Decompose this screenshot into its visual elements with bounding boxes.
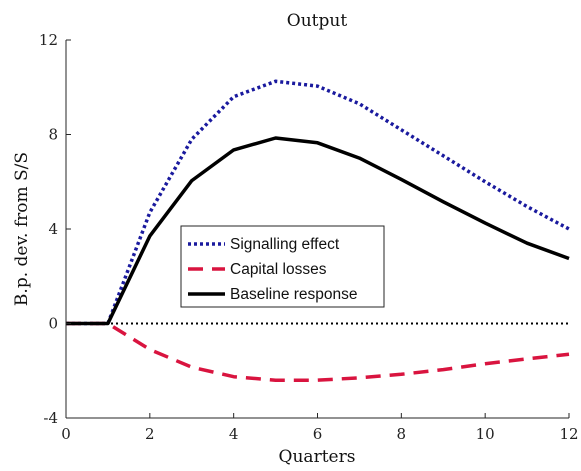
y-tick-label: 0 — [48, 315, 58, 333]
legend-label: Capital losses — [230, 261, 327, 278]
legend-label: Signalling effect — [230, 236, 340, 253]
legend-label: Baseline response — [230, 286, 358, 303]
y-tick-label: 12 — [39, 31, 58, 49]
y-axis-label: B.p. dev. from S/S — [12, 152, 32, 306]
series-line-capital-losses — [66, 321, 570, 382]
x-tick-label: 2 — [145, 425, 155, 443]
x-tick-label: 0 — [61, 425, 71, 443]
y-tick-label: 4 — [48, 220, 58, 238]
x-tick-label: 12 — [559, 425, 578, 443]
series-layer — [66, 79, 570, 382]
legend: Signalling effect Capital losses Baseline … — [180, 225, 385, 308]
x-tick-label: 4 — [229, 425, 239, 443]
x-tick-label: 6 — [313, 425, 323, 443]
y-tick-label: -4 — [43, 409, 58, 427]
x-tick-label: 8 — [397, 425, 407, 443]
series-line-signalling-effect — [66, 79, 570, 326]
x-tick-label: 10 — [476, 425, 495, 443]
x-axis-label: Quarters — [279, 447, 356, 467]
y-tick-label: 8 — [48, 126, 58, 144]
series-line-baseline-response — [66, 136, 570, 326]
chart-title: Output — [287, 11, 348, 31]
